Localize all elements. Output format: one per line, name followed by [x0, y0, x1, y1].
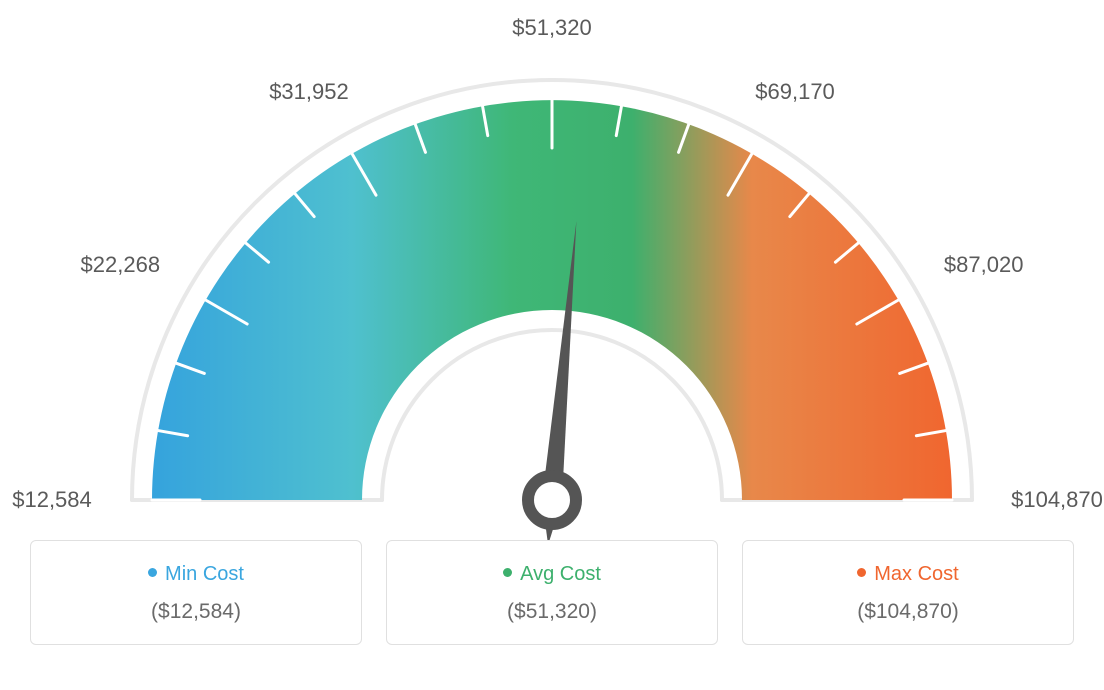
legend-dot-min	[148, 568, 157, 577]
legend-title-avg-text: Avg Cost	[520, 563, 601, 585]
legend-box-min: Min Cost ($12,584)	[30, 540, 362, 645]
gauge-scale-label: $87,020	[944, 252, 1024, 278]
gauge-svg	[0, 0, 1104, 540]
gauge-chart: $12,584 $22,268 $31,952 $51,320 $69,170 $87,0…	[0, 0, 1104, 540]
legend: Min Cost ($12,584) Avg Cost ($51,320) Ma…	[0, 540, 1104, 675]
gauge-scale-label: $12,584	[12, 487, 92, 513]
legend-box-avg: Avg Cost ($51,320)	[386, 540, 718, 645]
gauge-scale-label: $22,268	[81, 252, 161, 278]
legend-title-min: Min Cost	[41, 563, 351, 586]
legend-dot-avg	[503, 568, 512, 577]
legend-value-min: ($12,584)	[41, 600, 351, 624]
gauge-scale-label: $51,320	[512, 15, 592, 41]
legend-title-min-text: Min Cost	[165, 563, 244, 585]
legend-value-avg: ($51,320)	[397, 600, 707, 624]
gauge-scale-label: $104,870	[1011, 487, 1103, 513]
legend-title-avg: Avg Cost	[397, 563, 707, 586]
legend-title-max-text: Max Cost	[874, 563, 958, 585]
gauge-scale-label: $69,170	[755, 79, 835, 105]
legend-value-max: ($104,870)	[753, 600, 1063, 624]
legend-dot-max	[857, 568, 866, 577]
legend-title-max: Max Cost	[753, 563, 1063, 586]
gauge-scale-label: $31,952	[269, 79, 349, 105]
legend-box-max: Max Cost ($104,870)	[742, 540, 1074, 645]
